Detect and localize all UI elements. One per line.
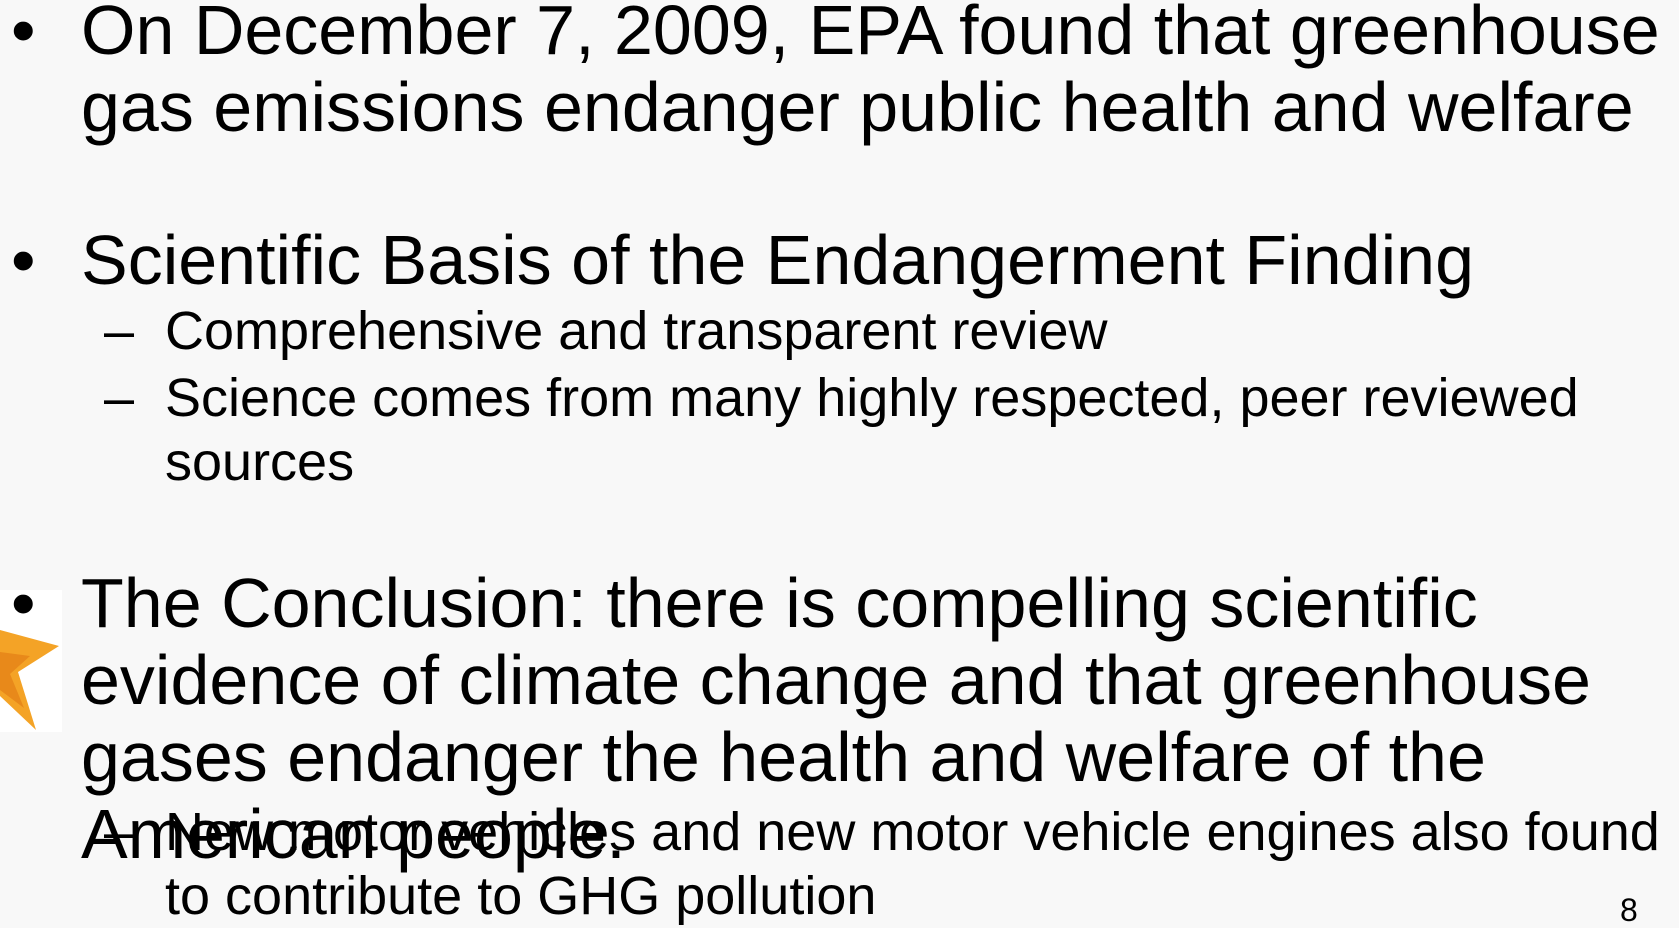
star-icon	[0, 590, 62, 732]
dash: –	[104, 368, 135, 428]
sub-bullet-text: New motor vehicles and new motor vehicle…	[165, 802, 1660, 926]
bullet-text: The Conclusion: there is compelling scie…	[81, 564, 1591, 873]
bullet-text: On December 7, 2009, EPA found that gree…	[81, 0, 1660, 146]
bullet: •	[11, 564, 36, 642]
bullet: •	[11, 221, 36, 299]
page-number: 8	[1620, 892, 1638, 928]
bullet-text: Scientific Basis of the Endangerment Fin…	[81, 221, 1474, 299]
sub-bullet-text: Comprehensive and transparent review	[165, 301, 1108, 361]
dash: –	[104, 802, 135, 862]
sub-bullet-text: Science comes from many highly respected…	[165, 368, 1579, 492]
bullet: •	[11, 0, 36, 69]
dash: –	[104, 301, 135, 361]
